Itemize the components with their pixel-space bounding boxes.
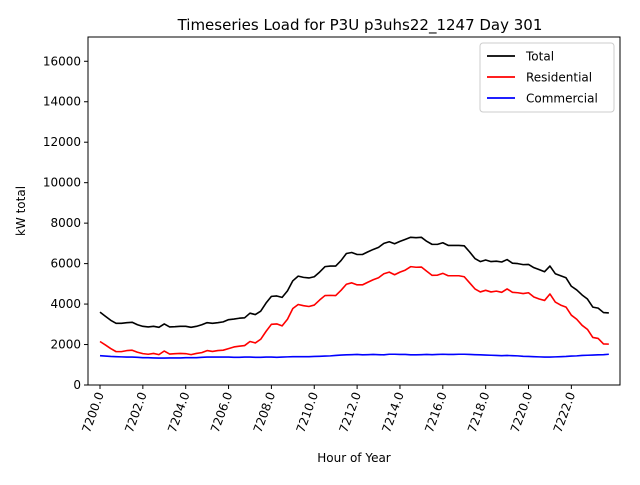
series-line-total [99, 236, 609, 329]
y-tick-label: 6000 [50, 257, 81, 271]
y-tick-label: 14000 [43, 95, 81, 109]
plot-frame [87, 36, 621, 386]
y-tick-label: 2000 [50, 338, 81, 352]
y-axis-label: kW total [14, 186, 28, 236]
plot-area [99, 236, 609, 359]
series-line-residential [99, 265, 609, 356]
legend-box [479, 42, 615, 113]
y-tick-label: 10000 [43, 176, 81, 190]
y-tick-label: 8000 [50, 216, 81, 230]
legend-label-residential: Residential [526, 71, 592, 85]
series-layer [99, 236, 609, 359]
y-tick-label: 4000 [50, 297, 81, 311]
y-axis: 0 2000 4000 6000 8000 10000 12000 14000 16000 [43, 54, 88, 392]
x-axis-label: Hour of Year [317, 451, 391, 465]
chart-title: Timeseries Load for P3U p3uhs22_1247 Day… [177, 16, 543, 35]
series-line-commercial [99, 353, 609, 359]
y-tick-label: 12000 [43, 135, 81, 149]
legend-label-total: Total [525, 50, 554, 64]
legend: Total Residential Commercial [479, 42, 615, 113]
y-tick-label: 16000 [43, 54, 81, 68]
y-tick-label: 0 [73, 378, 81, 392]
legend-label-commercial: Commercial [526, 92, 598, 106]
